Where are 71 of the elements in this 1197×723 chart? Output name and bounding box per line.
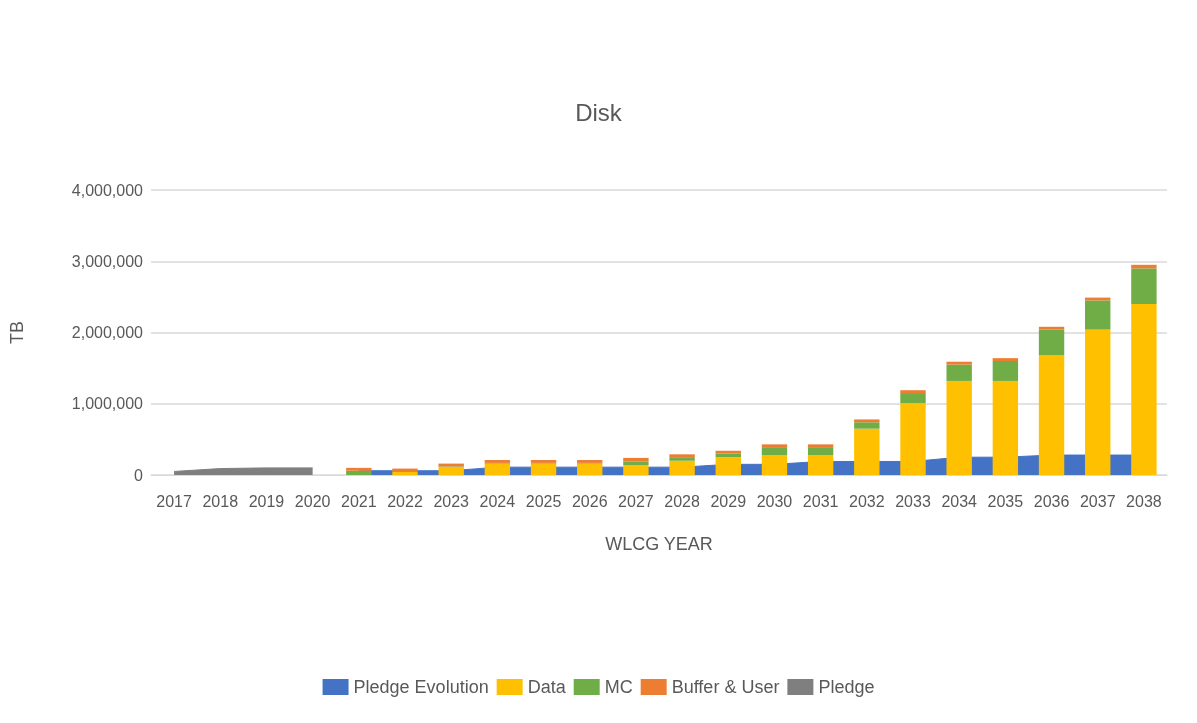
legend-label: Buffer & User — [671, 677, 780, 697]
x-tick-label: 2038 — [1126, 492, 1162, 510]
bar — [761, 447, 788, 456]
chart-title: Disk — [575, 98, 623, 126]
bar — [854, 419, 880, 423]
y-tick-label: 1,000,000 — [71, 395, 144, 413]
x-tick-label: 2032 — [849, 492, 885, 510]
bar — [854, 422, 880, 429]
x-tick-label: 2029 — [710, 492, 747, 510]
x-tick-label: 2020 — [294, 492, 331, 510]
x-tick-label: 2021 — [341, 492, 377, 510]
x-axis-title: WLCG YEAR — [605, 534, 713, 554]
bar — [1131, 304, 1157, 475]
bar — [577, 463, 603, 475]
bar — [715, 457, 741, 475]
bar — [992, 358, 1019, 361]
x-tick-label: 2028 — [664, 492, 700, 510]
bar — [669, 460, 695, 475]
bar — [807, 444, 834, 448]
bar — [623, 465, 649, 475]
x-tick-label: 2026 — [571, 492, 608, 510]
bar — [761, 455, 788, 475]
legend-label: Data — [527, 677, 567, 697]
bar — [346, 470, 372, 475]
bar — [946, 361, 972, 365]
bar — [1131, 268, 1157, 304]
bar — [1085, 300, 1111, 330]
x-tick-label: 2023 — [433, 492, 470, 510]
bar — [946, 364, 972, 381]
legend-label: Pledge — [818, 677, 875, 697]
bar — [992, 361, 1019, 381]
bar — [530, 463, 557, 475]
bar — [346, 467, 372, 471]
x-tick-label: 2035 — [987, 492, 1024, 510]
bar — [761, 444, 788, 448]
legend-label: Pledge Evolution — [353, 677, 489, 697]
x-tick-label: 2033 — [895, 492, 931, 510]
y-tick-label: 4,000,000 — [71, 181, 144, 199]
y-tick-label: 2,000,000 — [71, 324, 144, 341]
bar — [807, 447, 834, 456]
y-tick-label: 3,000,000 — [71, 252, 144, 270]
x-tick-label: 2027 — [618, 492, 654, 510]
x-tick-label: 2018 — [202, 492, 239, 510]
x-tick-label: 2031 — [802, 492, 839, 510]
x-tick-label: 2025 — [525, 492, 562, 510]
x-tick-label: 2017 — [156, 492, 192, 510]
bar — [1038, 355, 1065, 475]
bar — [484, 463, 511, 475]
y-axis-title: TB — [7, 320, 27, 345]
bar — [1038, 329, 1065, 356]
bar — [1085, 329, 1111, 475]
legend-label: MC — [604, 677, 633, 697]
x-tick-label: 2034 — [941, 492, 978, 510]
bar — [1038, 326, 1065, 330]
bar — [715, 450, 741, 454]
bar — [992, 380, 1019, 475]
x-tick-label: 2036 — [1033, 492, 1070, 510]
x-tick-label: 2030 — [756, 492, 793, 510]
bar — [946, 380, 972, 475]
bar — [854, 428, 880, 475]
bar — [807, 455, 834, 475]
bar — [900, 393, 926, 404]
y-tick-label: 0 — [134, 466, 144, 484]
bar — [900, 403, 926, 475]
x-tick-label: 2037 — [1079, 492, 1116, 510]
x-tick-label: 2019 — [248, 492, 285, 510]
x-tick-label: 2022 — [387, 492, 423, 510]
bar — [900, 390, 926, 394]
bar — [438, 467, 464, 475]
bar — [623, 461, 649, 466]
x-tick-label: 2024 — [479, 492, 516, 510]
